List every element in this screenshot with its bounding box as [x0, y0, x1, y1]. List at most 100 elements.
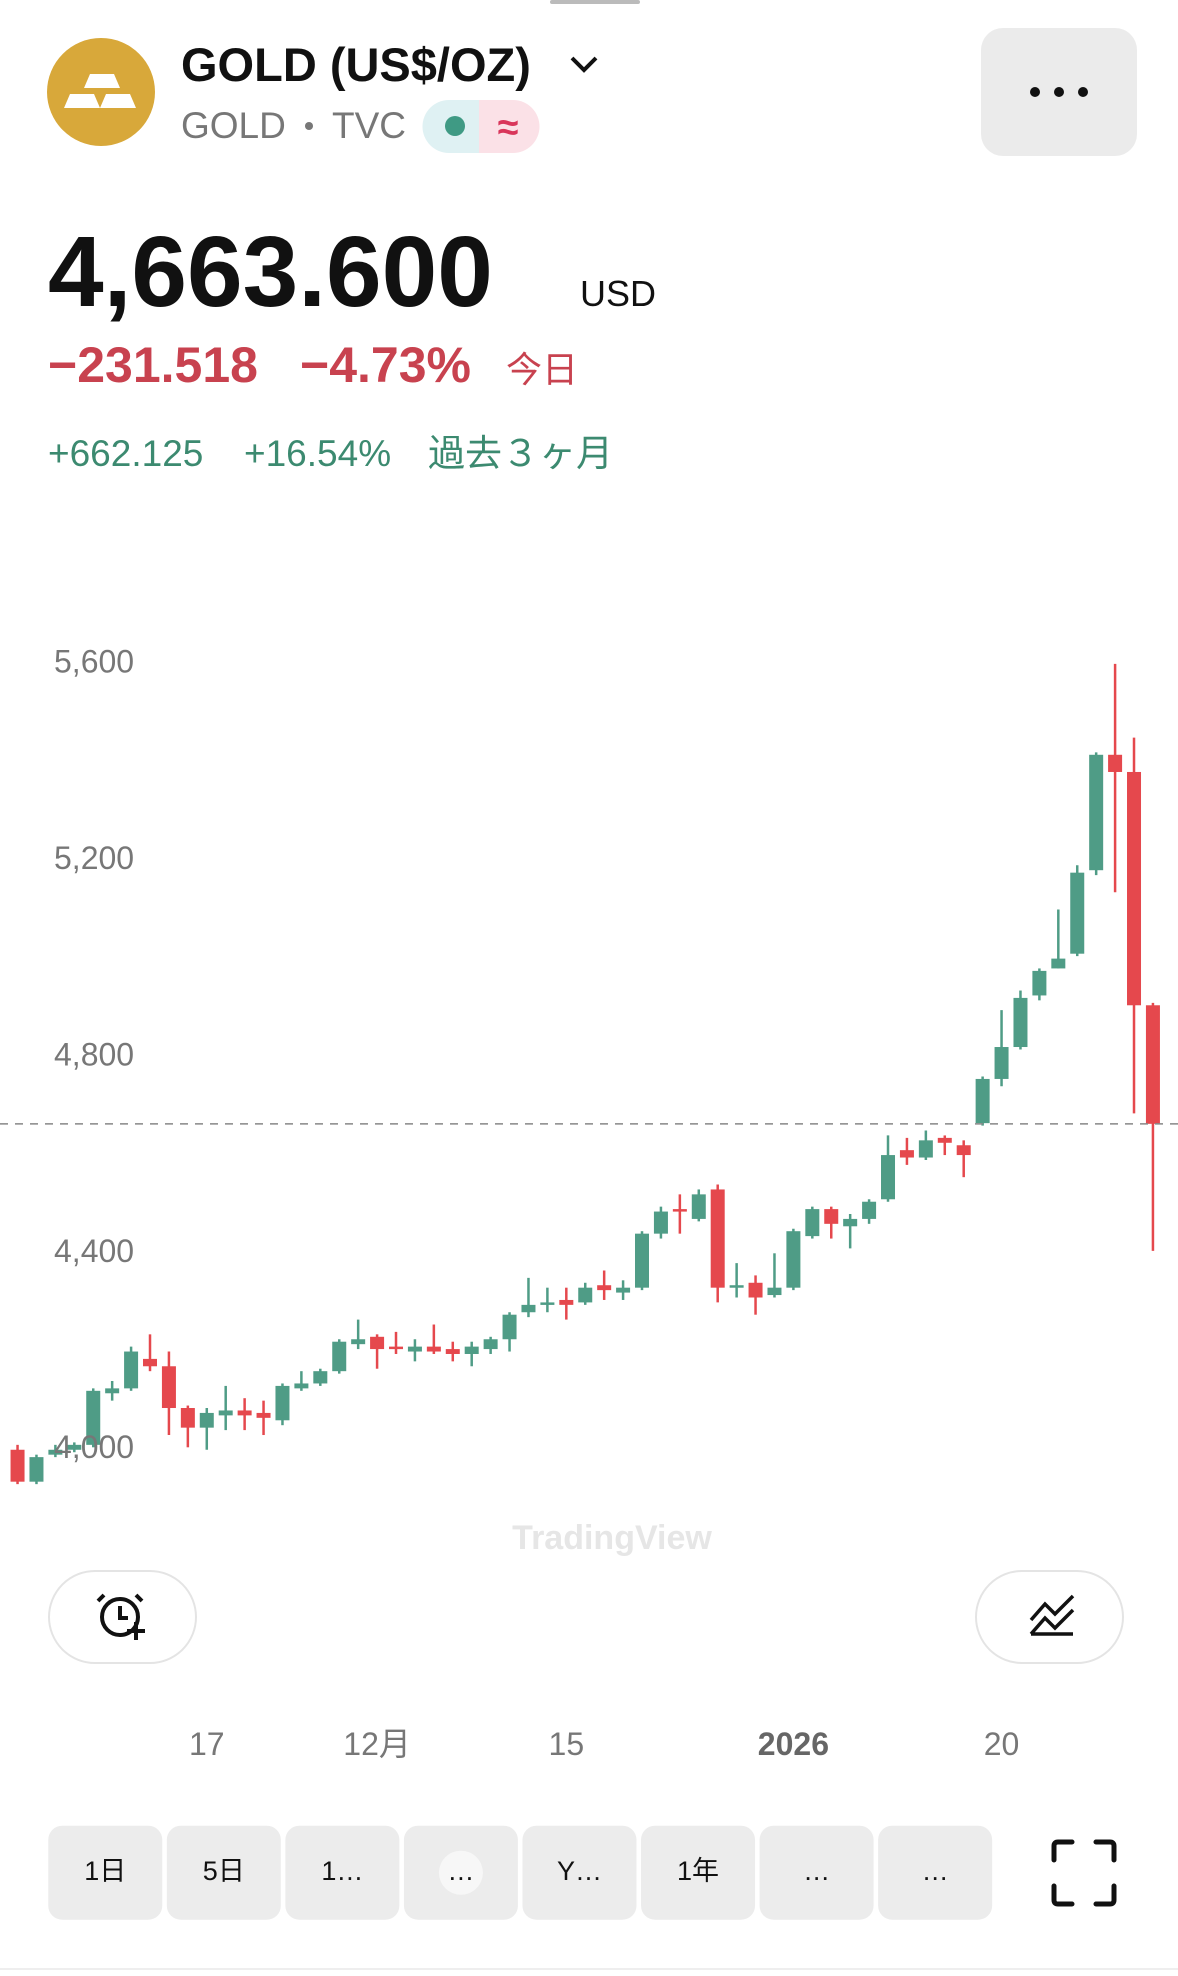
range-tab[interactable]: [522, 1825, 637, 1920]
candle-body: [1013, 997, 1028, 1048]
candle-body: [199, 1412, 214, 1428]
x-tick-label: 17: [189, 1726, 225, 1762]
x-tick-label: 12月: [343, 1726, 411, 1762]
candle-body: [48, 1449, 63, 1455]
price: 4,663.600: [48, 216, 493, 328]
x-tick-label: 15: [549, 1726, 585, 1762]
period-label: 過去３ヶ月: [428, 433, 613, 474]
y-tick-label: 4,800: [54, 1036, 134, 1072]
candle-body: [843, 1218, 858, 1227]
change-period: 今日: [506, 349, 578, 390]
candle-body: [710, 1189, 725, 1288]
candle-body: [616, 1287, 631, 1293]
candle-body: [862, 1201, 877, 1219]
candle-body: [578, 1287, 593, 1303]
candle-body: [729, 1285, 744, 1288]
candle-body: [426, 1346, 441, 1352]
candle-body: [597, 1285, 612, 1291]
candle-body: [502, 1314, 517, 1340]
candle-body: [1108, 754, 1123, 772]
range-tab-label[interactable]: 5日: [203, 1856, 245, 1886]
candle-body: [407, 1346, 422, 1352]
candle-body: [672, 1209, 687, 1212]
range-tab[interactable]: [166, 1825, 281, 1920]
candle-body: [464, 1346, 479, 1354]
candle-body: [937, 1137, 952, 1143]
range-tab-label[interactable]: Y…: [557, 1856, 602, 1886]
y-tick-label: 4,400: [54, 1233, 134, 1269]
candle-body: [370, 1336, 385, 1350]
candle-body: [521, 1304, 536, 1313]
currency: USD: [580, 273, 656, 314]
fullscreen-button[interactable]: [1051, 1839, 1117, 1907]
candle-body: [294, 1383, 309, 1389]
candle-body: [540, 1302, 555, 1305]
chart-style-icon: [1029, 1594, 1075, 1636]
range-tab-label[interactable]: …: [922, 1856, 949, 1886]
drag-handle: [550, 0, 640, 4]
candle-body: [824, 1209, 839, 1224]
range-tab[interactable]: [641, 1825, 756, 1920]
bottom-divider: [0, 1968, 1178, 1970]
candle-body: [29, 1457, 44, 1482]
range-tabs: 1日 5日 1… … Y… 1年 … …: [48, 1825, 993, 1920]
watermark: TradingView: [512, 1519, 712, 1557]
candle-body: [124, 1351, 139, 1389]
candle-body: [389, 1346, 404, 1350]
range-tab-label[interactable]: …: [447, 1856, 474, 1886]
candle-body: [105, 1388, 120, 1394]
range-tab[interactable]: [878, 1825, 993, 1920]
chart-style-button[interactable]: [975, 1570, 1124, 1664]
candle-body: [351, 1339, 366, 1345]
more-dots: [1030, 87, 1088, 97]
range-tab[interactable]: [759, 1825, 874, 1920]
candle-body: [332, 1341, 347, 1372]
period-change: +662.125: [48, 433, 203, 474]
candle-body: [899, 1150, 914, 1158]
gold-bars-icon: [64, 74, 136, 108]
y-tick-label: 4,000: [54, 1429, 134, 1465]
range-tab[interactable]: [285, 1825, 400, 1920]
change: −231.518: [48, 337, 258, 393]
period-change-percent: +16.54%: [244, 433, 391, 474]
title-chevron[interactable]: [570, 56, 598, 73]
candle-body: [559, 1299, 574, 1305]
candle-body: [881, 1155, 896, 1200]
candle-body: [1032, 970, 1047, 996]
chart: 4,000 4,400 4,800 5,200 5,600 17 12月 15 2026 20: [0, 643, 1178, 1762]
range-tab-label[interactable]: 1…: [321, 1856, 363, 1886]
badge-symbol: ≈: [498, 107, 519, 149]
candle-body: [1145, 1005, 1160, 1124]
symbol-title[interactable]: GOLD (US$/OZ): [181, 38, 531, 91]
candle-body: [635, 1233, 650, 1288]
candle-body: [1127, 771, 1142, 1006]
range-tab-label[interactable]: 1日: [84, 1856, 126, 1886]
candle-body: [918, 1140, 933, 1158]
badge-right[interactable]: [479, 100, 540, 153]
range-tab-label[interactable]: 1年: [677, 1856, 719, 1886]
candle-body: [67, 1444, 82, 1450]
candle-body: [1051, 958, 1066, 969]
candle-body: [653, 1211, 668, 1234]
exchange: TVC: [332, 105, 406, 146]
symbol: GOLD: [181, 105, 286, 146]
candle-body: [786, 1231, 801, 1288]
range-tab[interactable]: [48, 1825, 163, 1920]
candle-body: [805, 1209, 820, 1237]
gold-logo: [47, 38, 155, 146]
x-tick-label: 2026: [758, 1726, 829, 1762]
alarm-icon: [96, 1593, 145, 1640]
candle-body: [237, 1410, 252, 1416]
candle-body: [161, 1366, 176, 1409]
candle-body: [956, 1145, 971, 1156]
candle-body: [10, 1449, 25, 1482]
range-tab-label[interactable]: …: [803, 1856, 830, 1886]
candle-body: [445, 1349, 460, 1354]
candle-body: [994, 1047, 1009, 1079]
range-tab-highlight: [438, 1850, 483, 1895]
y-tick-label: 5,600: [54, 643, 134, 679]
candle-body: [275, 1385, 290, 1421]
candle-body: [767, 1287, 782, 1296]
candle-body: [975, 1078, 990, 1124]
